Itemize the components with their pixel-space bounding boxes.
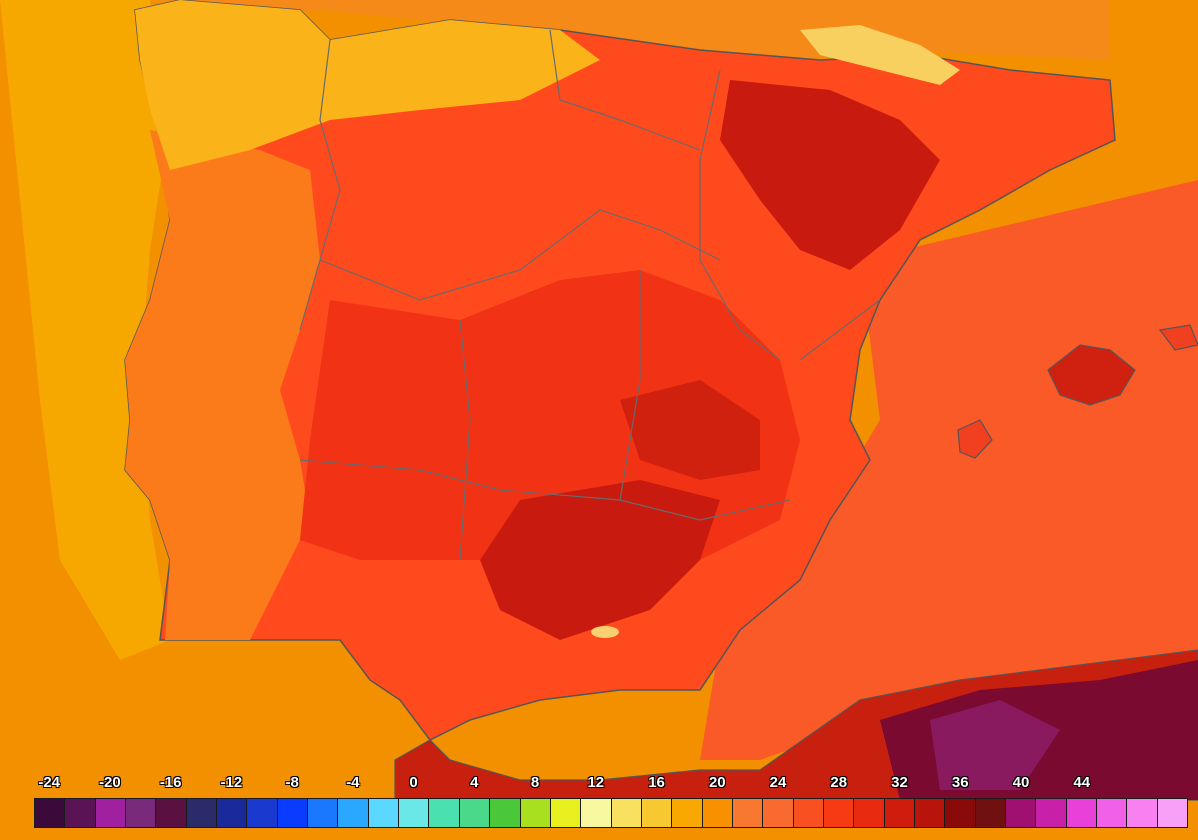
ebro-valley-extreme	[720, 80, 940, 270]
temperature-legend: -24 -20 -16 -12 -8 -4 0 4 8 12 16 20 24 28 32 36 40 44	[0, 768, 1198, 840]
legend-swatch	[672, 799, 703, 827]
legend-tick-label: -24	[38, 774, 61, 791]
legend-swatch	[611, 799, 642, 827]
northwest-cool-region	[135, 0, 600, 170]
legend-swatch	[217, 799, 248, 827]
legend-swatch	[368, 799, 400, 827]
legend-swatch	[732, 799, 764, 827]
legend-swatch	[1006, 799, 1037, 827]
legend-swatch	[823, 799, 855, 827]
portugal-region	[125, 130, 320, 640]
legend-swatch	[1097, 799, 1128, 827]
legend-tick-label: 24	[769, 774, 787, 791]
legend-swatch	[914, 799, 946, 827]
biscay-sea	[160, 0, 1110, 70]
legend-swatch	[975, 799, 1006, 827]
legend-tick-label: 12	[587, 774, 605, 791]
legend-tick-label: -4	[346, 774, 360, 791]
legend-swatch	[793, 799, 824, 827]
legend-swatch	[186, 799, 218, 827]
legend-swatch	[1157, 799, 1188, 827]
atlantic-coastal-band	[0, 0, 170, 660]
legend-tick-label: -12	[220, 774, 243, 791]
legend-tick-label: -20	[99, 774, 121, 791]
legend-swatch	[945, 799, 976, 827]
pyrenees-cool	[800, 25, 960, 85]
legend-swatch	[459, 799, 491, 827]
legend-tick-label: 16	[648, 774, 665, 791]
legend-tick-label: 4	[470, 774, 479, 791]
legend-swatch	[520, 799, 551, 827]
legend-swatch	[247, 799, 278, 827]
legend-swatch	[854, 799, 885, 827]
south-extreme	[480, 480, 720, 640]
north-africa-purple	[930, 700, 1060, 790]
legend-tick-label: 32	[891, 774, 908, 791]
legend-tick-label: 36	[951, 774, 969, 791]
legend-swatch	[65, 799, 96, 827]
legend-tick-label: 40	[1012, 774, 1030, 791]
legend-colorbar	[34, 798, 1188, 828]
legend-swatch	[1036, 799, 1067, 827]
legend-swatch	[641, 799, 673, 827]
legend-swatch	[95, 799, 127, 827]
legend-swatch	[126, 799, 157, 827]
legend-tick-label: -8	[285, 774, 299, 791]
mediterranean-sea	[700, 180, 1198, 760]
mallorca	[1047, 344, 1136, 406]
legend-swatch	[308, 799, 339, 827]
legend-swatch	[277, 799, 309, 827]
legend-swatch	[429, 799, 460, 827]
legend-tick-label: 28	[830, 774, 848, 791]
legend-swatch	[550, 799, 582, 827]
legend-swatch	[338, 799, 369, 827]
legend-swatch	[490, 799, 521, 827]
sierra-nevada-cool	[591, 626, 619, 638]
legend-tick-label: 8	[530, 774, 540, 791]
ibiza	[957, 419, 993, 459]
legend-tick-label: -16	[159, 774, 182, 791]
legend-tick-label: 44	[1073, 774, 1091, 791]
legend-swatch	[35, 799, 66, 827]
legend-swatch	[1066, 799, 1098, 827]
legend-tick-label: 20	[708, 774, 726, 791]
legend-swatch	[399, 799, 430, 827]
la-mancha-extreme	[620, 380, 760, 480]
legend-swatch	[156, 799, 187, 827]
legend-tick-label: 0	[409, 774, 418, 791]
legend-swatch	[1127, 799, 1158, 827]
menorca	[1158, 324, 1198, 351]
legend-swatch	[884, 799, 915, 827]
region-borders	[299, 29, 881, 561]
central-hot	[300, 270, 800, 560]
legend-swatch	[763, 799, 794, 827]
legend-swatch	[581, 799, 612, 827]
legend-swatch	[702, 799, 733, 827]
